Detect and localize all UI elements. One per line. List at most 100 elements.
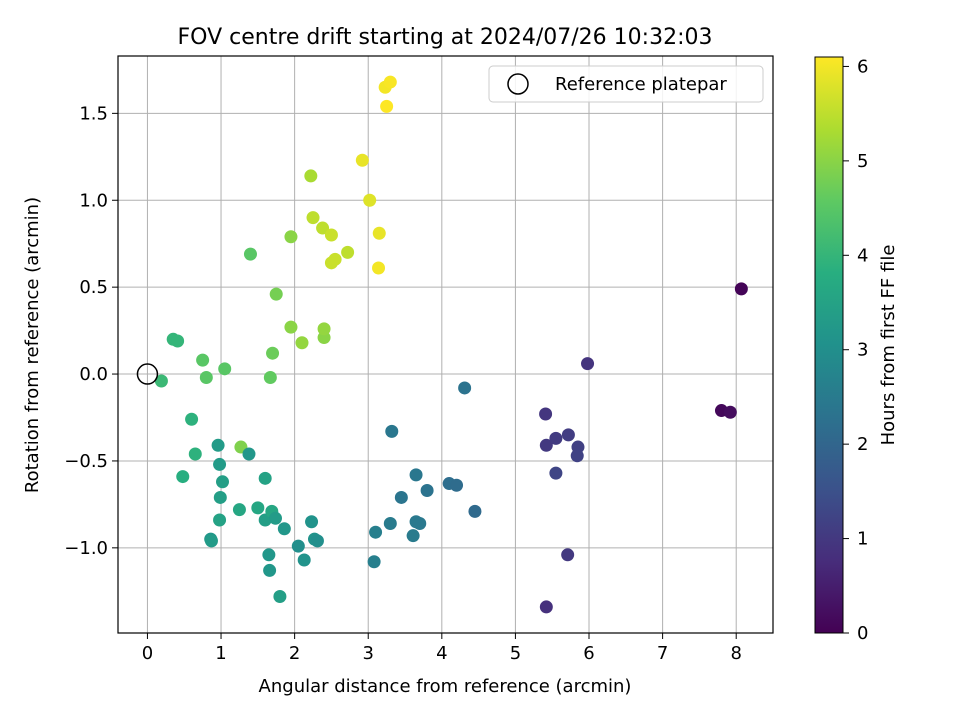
scatter-point (385, 424, 399, 438)
scatter-point (269, 287, 283, 301)
x-tick-label: 4 (436, 643, 447, 664)
scatter-point (468, 504, 482, 518)
y-tick-label: −0.5 (64, 451, 108, 472)
scatter-point (734, 282, 748, 296)
scatter-point (304, 169, 318, 183)
scatter-point (549, 431, 563, 445)
scatter-point (328, 252, 342, 266)
colorbar-tick-label: 3 (857, 340, 868, 361)
y-tick-label: −1.0 (64, 538, 108, 559)
y-tick-label: 1.5 (79, 103, 108, 124)
scatter-point (539, 600, 553, 614)
scatter-point (383, 517, 397, 531)
reference-marker-group (136, 363, 159, 385)
scatter-point (341, 245, 355, 259)
scatter-point (394, 490, 408, 504)
scatter-point (196, 353, 210, 367)
scatter-point (581, 357, 595, 371)
x-tick-label: 1 (215, 643, 226, 664)
scatter-point (243, 247, 257, 261)
scatter-point (539, 407, 553, 421)
scatter-point (561, 548, 575, 562)
x-axis-label: Angular distance from reference (arcmin) (259, 676, 632, 697)
scatter-point (268, 511, 282, 525)
colorbar-label: Hours from first FF file (878, 245, 899, 446)
scatter-point (213, 513, 227, 527)
colorbar-tick-label: 0 (857, 623, 868, 644)
x-tick-label: 3 (362, 643, 373, 664)
y-tick-label: 0.0 (79, 364, 108, 385)
scatter-point (317, 322, 331, 336)
scatter-point (154, 374, 168, 388)
legend-marker-icon (507, 73, 529, 95)
scatter-point (258, 471, 272, 485)
scatter-point (204, 534, 218, 548)
scatter-point (251, 501, 265, 515)
chart-title: FOV centre drift starting at 2024/07/26 … (178, 25, 713, 50)
scatter-point (372, 261, 386, 275)
scatter-point (171, 334, 185, 348)
plot-frame (117, 55, 774, 634)
x-tick-label: 6 (583, 643, 594, 664)
scatter-point (263, 563, 277, 577)
scatter-point (363, 193, 377, 207)
x-tick-label: 8 (730, 643, 741, 664)
y-tick-label: 1.0 (79, 190, 108, 211)
scatter-point (549, 466, 563, 480)
scatter-point (450, 478, 464, 492)
colorbar-tick-label: 4 (857, 245, 868, 266)
colorbar-tick-label: 6 (857, 56, 868, 77)
colorbar-gradient (814, 56, 844, 634)
scatter-point (561, 428, 575, 442)
x-tick-label: 7 (657, 643, 668, 664)
scatter-point (367, 555, 381, 569)
scatter-point (291, 539, 305, 553)
scatter-point (420, 483, 434, 497)
scatter-point (188, 447, 202, 461)
scatter-point (380, 99, 394, 113)
scatter-point (570, 449, 584, 463)
scatter-point (539, 438, 553, 452)
x-tick-label: 0 (142, 643, 153, 664)
scatter-point (458, 381, 472, 395)
scatter-point (232, 503, 246, 517)
scatter-point (277, 522, 291, 536)
scatter-point (723, 405, 737, 419)
scatter-point (409, 468, 423, 482)
scatter-point (306, 211, 320, 225)
scatter-point (216, 475, 230, 489)
legend: Reference platepar (488, 65, 764, 103)
scatter-point (213, 490, 227, 504)
scatter-point (199, 371, 213, 385)
scatter-point (273, 590, 287, 604)
y-ticks: −1.0 −0.5 0.0 0.5 1.0 1.5 (64, 103, 118, 559)
scatter-point (406, 529, 420, 543)
scatter-point (213, 457, 227, 471)
scatter-point (263, 371, 277, 385)
scatter-point (295, 336, 309, 350)
x-tick-label: 5 (510, 643, 521, 664)
scatter-point (266, 346, 280, 360)
scatter-point (413, 517, 427, 531)
scatter-point (372, 226, 386, 240)
scatter-point (305, 515, 319, 529)
scatter-point (185, 412, 199, 426)
grid-lines (118, 56, 773, 633)
colorbar-tick-label: 2 (857, 434, 868, 455)
colorbar-tick-label: 1 (857, 529, 868, 550)
scatter-point (284, 230, 298, 244)
scatter-point (211, 438, 225, 452)
scatter-point (316, 221, 330, 235)
scatter-point (242, 447, 256, 461)
y-axis-label: Rotation from reference (arcmin) (22, 197, 43, 493)
scatter-point (262, 548, 276, 562)
x-tick-label: 2 (289, 643, 300, 664)
scatter-point (383, 75, 397, 89)
scatter-point (176, 470, 190, 484)
scatter-point (355, 153, 369, 167)
scatter-point (297, 553, 311, 567)
legend-label: Reference platepar (555, 74, 727, 95)
reference-marker (136, 363, 159, 385)
colorbar-ticks: 0 1 2 3 4 5 6 (843, 56, 868, 644)
